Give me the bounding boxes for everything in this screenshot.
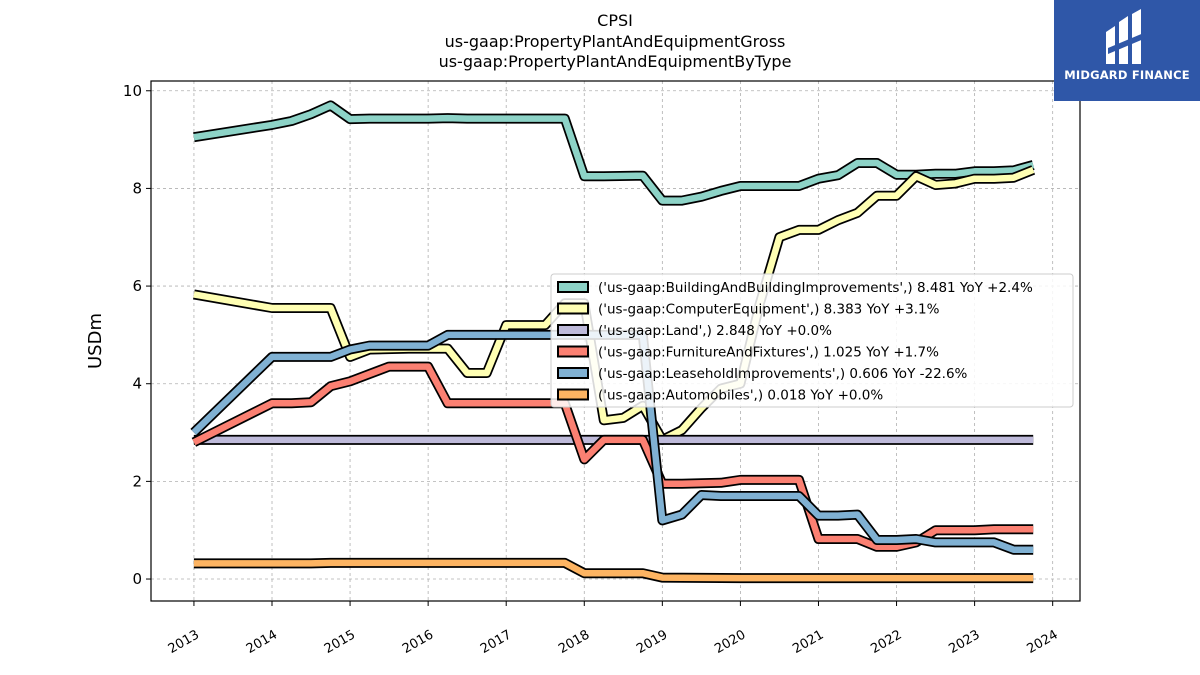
x-tick-label: 2016: [400, 627, 436, 657]
legend-label: ('us-gaap:LeaseholdImprovements',) 0.606…: [598, 366, 968, 382]
x-tick-label: 2024: [1025, 627, 1061, 657]
legend-item-Automobiles: ('us-gaap:Automobiles',) 0.018 YoY +0.0%: [557, 388, 883, 404]
legend-swatch: [557, 367, 589, 379]
chart-title-line-2: us-gaap:PropertyPlantAndEquipmentGross: [445, 32, 786, 51]
x-tick-label: 2018: [556, 627, 592, 657]
legend-label: ('us-gaap:Land',) 2.848 YoY +0.0%: [598, 323, 832, 339]
x-tick-label: 2015: [322, 627, 358, 657]
legend-label: ('us-gaap:FurnitureAndFixtures',) 1.025 …: [598, 345, 939, 361]
legend-swatch: [557, 281, 589, 293]
y-tick-label: 2: [132, 472, 142, 490]
x-tick-label: 2022: [868, 627, 904, 657]
midgard-logo-icon: [1106, 9, 1146, 64]
series-line: [193, 102, 1035, 204]
logo-text: MIDGARD FINANCE: [1064, 68, 1190, 82]
legend-swatch: [557, 302, 589, 315]
y-axis: 0 2 4 6 8 10: [123, 82, 151, 588]
chart-title: CPSI us-gaap:PropertyPlantAndEquipmentGr…: [439, 11, 792, 71]
y-tick-label: 6: [132, 277, 142, 295]
plot-frame: [150, 80, 1081, 602]
legend-label: ('us-gaap:ComputerEquipment',) 8.383 YoY…: [598, 302, 940, 318]
legend-swatch: [557, 388, 589, 401]
x-tick-label: 2019: [634, 627, 670, 657]
y-axis-label: USDm: [85, 313, 106, 369]
x-axis: 2013 2014 2015 2016 2017 2018 2019 2020 2021 2022…: [166, 601, 1061, 657]
x-tick-label: 2020: [712, 627, 748, 657]
chart-title-line-3: us-gaap:PropertyPlantAndEquipmentByType: [439, 52, 792, 71]
legend: ('us-gaap:BuildingAndBuildingImprovement…: [550, 273, 1074, 408]
series-line: [193, 559, 1034, 582]
brand-logo: MIDGARD FINANCE: [1054, 0, 1200, 101]
x-tick-label: 2014: [244, 627, 280, 657]
x-tick-label: 2017: [478, 627, 514, 657]
legend-label: ('us-gaap:Automobiles',) 0.018 YoY +0.0%: [598, 388, 883, 404]
series-LeaseholdImprovements: [190, 329, 1034, 555]
y-tick-label: 4: [132, 375, 142, 393]
series-group: [190, 100, 1036, 584]
legend-label: ('us-gaap:BuildingAndBuildingImprovement…: [598, 280, 1033, 296]
x-tick-label: 2023: [946, 627, 982, 657]
x-tick-label: 2021: [790, 627, 826, 657]
y-tick-label: 10: [123, 82, 142, 100]
legend-item-BuildingAndBuildingImprovements: ('us-gaap:BuildingAndBuildingImprovement…: [557, 280, 1033, 296]
legend-swatch: [557, 345, 589, 358]
series-line: [191, 331, 1034, 553]
legend-item-ComputerEquipment: ('us-gaap:ComputerEquipment',) 8.383 YoY…: [557, 302, 940, 318]
legend-box: [550, 273, 1074, 408]
legend-swatch: [557, 324, 589, 336]
y-tick-label: 8: [132, 179, 142, 197]
x-tick-label: 2013: [166, 627, 202, 657]
series-Automobiles: [193, 557, 1034, 584]
legend-item-Land: ('us-gaap:Land',) 2.848 YoY +0.0%: [557, 323, 832, 339]
chart-title-line-1: CPSI: [597, 11, 633, 30]
series-BuildingAndBuildingImprovements: [193, 100, 1035, 206]
legend-item-FurnitureAndFixtures: ('us-gaap:FurnitureAndFixtures',) 1.025 …: [557, 345, 939, 361]
y-tick-label: 0: [132, 570, 142, 588]
legend-item-LeaseholdImprovements: ('us-gaap:LeaseholdImprovements',) 0.606…: [557, 366, 968, 382]
